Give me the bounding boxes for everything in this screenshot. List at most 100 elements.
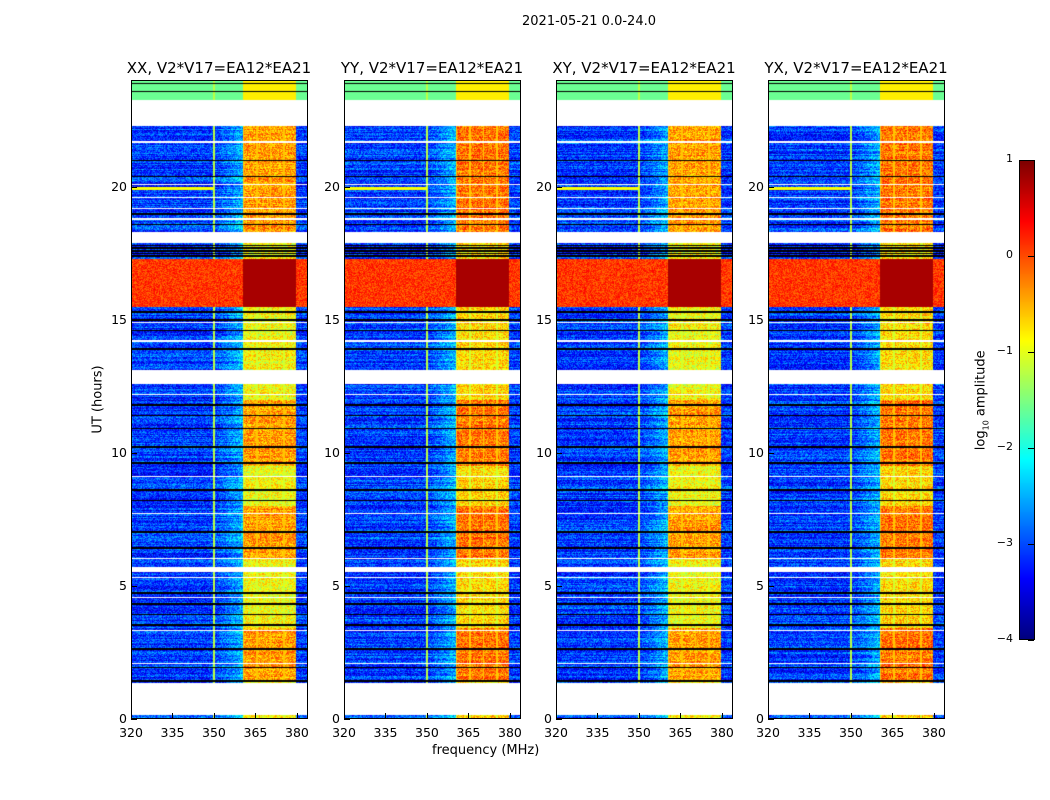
x-tick-mark <box>721 713 723 719</box>
x-tick-mark <box>597 713 599 719</box>
y-tick-mark <box>768 186 774 188</box>
waterfall-heatmap <box>132 81 307 718</box>
x-tick-label: 365 <box>668 725 693 740</box>
figure-title: 2021-05-21 0.0-24.0 <box>522 14 656 29</box>
x-tick-label: 350 <box>627 725 651 740</box>
waterfall-heatmap <box>345 81 520 718</box>
x-tick-mark <box>426 713 428 719</box>
x-tick-label: 380 <box>710 725 734 740</box>
y-tick-label: 5 <box>756 577 764 593</box>
waterfall-panel <box>556 80 733 719</box>
x-tick-mark <box>255 713 257 719</box>
x-tick-label: 365 <box>456 725 481 740</box>
y-tick-mark <box>768 585 774 587</box>
x-tick-label: 320 <box>544 725 568 740</box>
panel-title: YX, V2*V17=EA12*EA21 <box>764 59 948 77</box>
y-tick-mark <box>344 452 350 454</box>
y-tick-label: 20 <box>536 178 552 194</box>
colorbar-tick-mark <box>1028 256 1034 257</box>
y-tick-mark <box>344 186 350 188</box>
waterfall-panel <box>344 80 521 719</box>
y-tick-mark <box>131 319 137 321</box>
colorbar-tick-label: −3 <box>996 536 1013 549</box>
y-tick-label: 15 <box>111 311 127 327</box>
x-tick-mark <box>933 713 935 719</box>
x-tick-label: 335 <box>585 725 610 740</box>
x-tick-mark <box>468 713 470 719</box>
colorbar-tick-mark <box>1028 448 1034 449</box>
x-tick-label: 320 <box>332 725 356 740</box>
x-tick-label: 335 <box>160 725 185 740</box>
panel-title: YY, V2*V17=EA12*EA21 <box>340 59 524 77</box>
y-tick-label: 5 <box>119 577 127 593</box>
x-tick-mark <box>638 713 640 719</box>
colorbar-tick-label: 0 <box>1006 248 1013 261</box>
colorbar <box>1019 160 1035 640</box>
y-tick-mark <box>131 719 137 720</box>
y-tick-mark <box>768 452 774 454</box>
y-tick-label: 0 <box>119 711 127 726</box>
y-tick-label: 15 <box>324 311 340 327</box>
y-tick-label: 0 <box>544 711 552 726</box>
y-tick-label: 15 <box>748 311 764 327</box>
colorbar-tick-label: −2 <box>996 440 1013 453</box>
y-tick-mark <box>556 452 562 454</box>
x-tick-mark <box>556 713 557 719</box>
y-tick-label: 10 <box>111 444 127 460</box>
colorbar-tick-label: 1 <box>1006 152 1013 165</box>
x-tick-mark <box>680 713 682 719</box>
x-tick-mark <box>213 713 215 719</box>
y-tick-label: 20 <box>111 178 127 194</box>
x-tick-mark <box>296 713 298 719</box>
colorbar-label: log10 amplitude <box>973 350 991 451</box>
x-tick-mark <box>768 713 769 719</box>
x-tick-mark <box>509 713 511 719</box>
x-axis-label: frequency (MHz) <box>432 743 540 758</box>
y-tick-mark <box>768 319 774 321</box>
x-tick-label: 320 <box>119 725 143 740</box>
colorbar-tick-mark <box>1028 352 1034 353</box>
y-tick-label: 15 <box>536 311 552 327</box>
colorbar-tick-label: −1 <box>996 344 1013 357</box>
colorbar-tick-mark <box>1028 160 1034 161</box>
y-tick-label: 0 <box>756 711 764 726</box>
y-axis-label: UT (hours) <box>90 365 106 434</box>
y-tick-mark <box>344 319 350 321</box>
x-tick-label: 380 <box>285 725 309 740</box>
waterfall-heatmap <box>769 81 944 718</box>
y-tick-label: 5 <box>332 577 340 593</box>
colorbar-tick-mark <box>1028 544 1034 545</box>
y-tick-mark <box>131 585 137 587</box>
y-tick-label: 0 <box>332 711 340 726</box>
x-tick-mark <box>131 713 132 719</box>
waterfall-panel <box>131 80 308 719</box>
x-tick-label: 335 <box>373 725 398 740</box>
y-tick-mark <box>344 719 350 720</box>
y-tick-mark <box>131 186 137 188</box>
x-tick-mark <box>344 713 345 719</box>
x-tick-label: 320 <box>756 725 780 740</box>
x-tick-mark <box>892 713 894 719</box>
panel-title: XY, V2*V17=EA12*EA21 <box>552 59 736 77</box>
y-tick-label: 20 <box>748 178 764 194</box>
x-tick-mark <box>850 713 852 719</box>
panel-title: XX, V2*V17=EA12*EA21 <box>126 59 312 77</box>
y-tick-mark <box>131 452 137 454</box>
y-tick-label: 20 <box>324 178 340 194</box>
y-tick-mark <box>344 585 350 587</box>
y-tick-label: 10 <box>748 444 764 460</box>
y-tick-mark <box>556 186 562 188</box>
x-tick-mark <box>809 713 811 719</box>
y-tick-label: 5 <box>544 577 552 593</box>
y-tick-mark <box>768 719 774 720</box>
colorbar-tick-label: −4 <box>996 632 1013 645</box>
waterfall-heatmap <box>557 81 732 718</box>
x-tick-label: 380 <box>922 725 946 740</box>
y-tick-mark <box>556 319 562 321</box>
y-tick-label: 10 <box>536 444 552 460</box>
x-tick-mark <box>385 713 387 719</box>
x-tick-label: 365 <box>880 725 905 740</box>
waterfall-panel <box>768 80 945 719</box>
y-tick-mark <box>556 585 562 587</box>
